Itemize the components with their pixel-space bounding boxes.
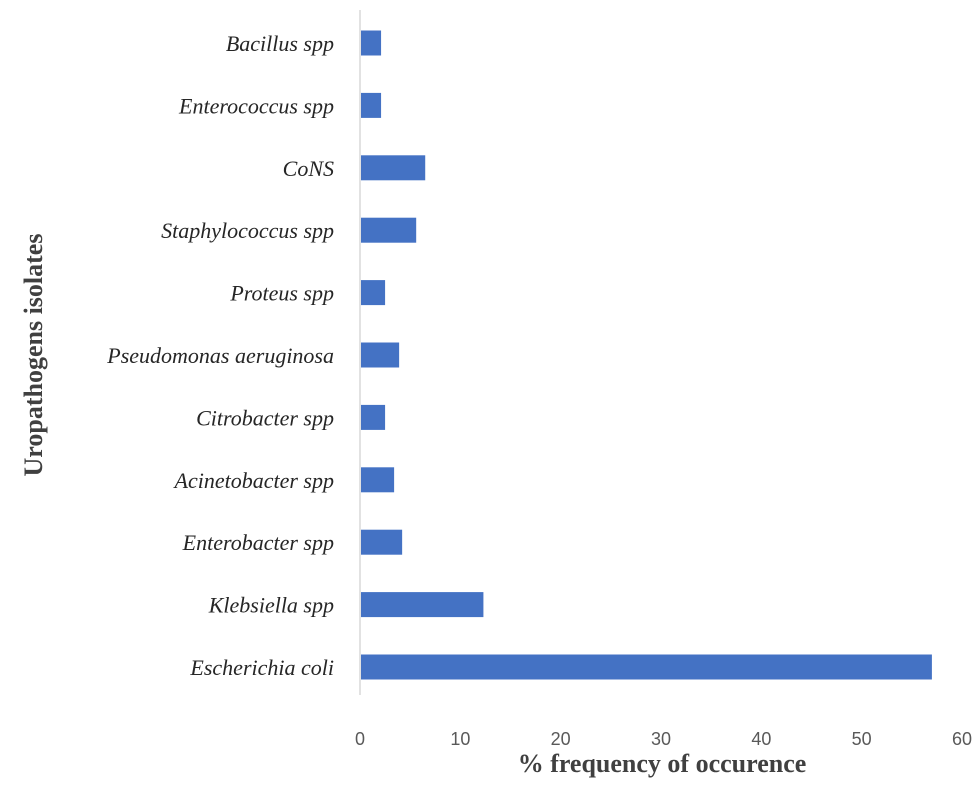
- category-label: Citrobacter spp: [196, 405, 334, 430]
- x-tick-labels: 0 10 20 30 40 50 60: [355, 729, 972, 749]
- bar: [361, 529, 403, 555]
- x-tick-label: 30: [651, 729, 671, 749]
- bar: [361, 155, 426, 181]
- x-tick-label: 50: [852, 729, 872, 749]
- x-tick-label: 40: [751, 729, 771, 749]
- x-tick-label: 20: [551, 729, 571, 749]
- bar: [361, 217, 417, 243]
- bar: [361, 467, 395, 493]
- category-label: Acinetobacter spp: [173, 468, 334, 493]
- x-axis-title: % frequency of occurence: [518, 749, 807, 778]
- x-tick-label: 0: [355, 729, 365, 749]
- category-label: Proteus spp: [229, 281, 334, 306]
- category-label: Pseudomonas aeruginosa: [106, 343, 334, 368]
- category-label: Staphylococcus spp: [161, 218, 334, 243]
- bar: [361, 30, 382, 56]
- bars-group: [361, 30, 932, 680]
- y-axis-title: Uropathogens isolates: [19, 234, 48, 477]
- bar: [361, 592, 484, 618]
- category-label: Escherichia coli: [189, 655, 334, 680]
- bar: [361, 280, 386, 306]
- x-tick-label: 60: [952, 729, 972, 749]
- bar: [361, 404, 386, 430]
- bar: [361, 342, 400, 368]
- category-label: Enterobacter spp: [182, 530, 334, 555]
- category-label: Klebsiella spp: [208, 593, 334, 618]
- category-label: Enterococcus spp: [178, 93, 334, 118]
- category-label: CoNS: [283, 156, 334, 181]
- category-labels: Bacillus spp Enterococcus spp CoNS Staphylo…: [106, 31, 334, 680]
- category-label: Bacillus spp: [226, 31, 334, 56]
- bar: [361, 92, 382, 118]
- x-tick-label: 10: [450, 729, 470, 749]
- bar: [361, 654, 932, 680]
